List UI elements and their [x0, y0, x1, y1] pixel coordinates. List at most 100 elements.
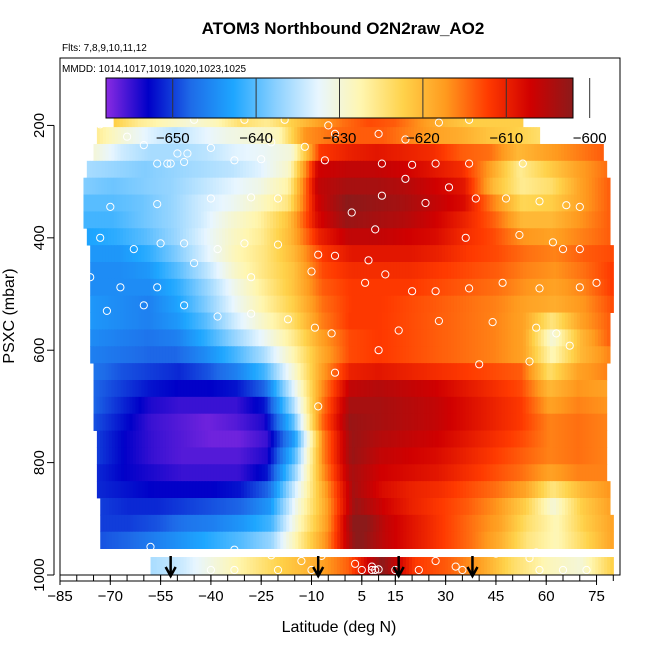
- heatmap-cell: [387, 295, 392, 313]
- heatmap-cell: [261, 329, 266, 347]
- heatmap-cell: [144, 346, 148, 364]
- heatmap-cell: [154, 498, 158, 516]
- heatmap-cell: [262, 531, 266, 549]
- heatmap-cell: [279, 430, 284, 448]
- heatmap-cell: [321, 363, 326, 381]
- heatmap-cell: [486, 346, 491, 364]
- heatmap-cell: [520, 245, 524, 263]
- heatmap-cell: [426, 194, 431, 212]
- heatmap-cell: [411, 464, 416, 482]
- heatmap-cell: [243, 143, 248, 162]
- heatmap-cell: [171, 557, 176, 576]
- heatmap-cell: [588, 346, 593, 364]
- heatmap-cell: [304, 498, 308, 516]
- heatmap-cell: [173, 177, 178, 195]
- heatmap-cell: [209, 177, 214, 195]
- heatmap-cell: [102, 396, 107, 415]
- heatmap-cell: [570, 363, 575, 381]
- heatmap-cell: [243, 481, 248, 499]
- heatmap-cell: [150, 245, 154, 263]
- heatmap-cell: [219, 143, 224, 162]
- heatmap-cell: [282, 481, 287, 499]
- heatmap-cell: [195, 127, 200, 145]
- heatmap-cell: [147, 363, 152, 381]
- heatmap-cell: [372, 228, 377, 246]
- heatmap-cell: [285, 481, 290, 499]
- heatmap-cell: [519, 363, 524, 381]
- heatmap-cell: [300, 363, 305, 381]
- heatmap-cell: [493, 295, 497, 313]
- heatmap-cell: [495, 464, 500, 482]
- heatmap-cell: [582, 211, 587, 229]
- heatmap-cell: [423, 557, 428, 576]
- heatmap-cell: [372, 481, 377, 499]
- heatmap-cell: [99, 312, 103, 330]
- heatmap-cell: [342, 312, 347, 330]
- heatmap-cell: [603, 312, 608, 330]
- heatmap-cell: [531, 481, 536, 499]
- heatmap-cell: [330, 447, 335, 465]
- chart-subtitle-flights: Flts: 7,8,9,10,11,12: [62, 43, 147, 54]
- heatmap-cell: [345, 278, 350, 297]
- heatmap-cell: [181, 498, 185, 516]
- heatmap-cell: [192, 329, 196, 347]
- heatmap-cell: [138, 396, 143, 415]
- heatmap-cell: [477, 430, 482, 448]
- heatmap-cell: [555, 228, 560, 246]
- heatmap-cell: [600, 396, 605, 415]
- heatmap-cell: [375, 346, 380, 364]
- heatmap-cell: [448, 557, 452, 576]
- heatmap-cell: [384, 211, 388, 229]
- heatmap-cell: [147, 413, 152, 431]
- heatmap-cell: [459, 413, 464, 431]
- heatmap-cell: [559, 261, 563, 280]
- heatmap-cell: [366, 194, 370, 212]
- heatmap-cell: [508, 261, 512, 280]
- heatmap-cell: [168, 127, 173, 145]
- heatmap-cell: [159, 363, 164, 381]
- heatmap-cell: [370, 514, 374, 533]
- heatmap-cell: [606, 211, 611, 229]
- heatmap-cell: [135, 127, 140, 145]
- heatmap-cell: [151, 498, 155, 516]
- heatmap-cell: [389, 127, 394, 145]
- heatmap-cell: [117, 261, 121, 280]
- heatmap-cell: [517, 261, 521, 280]
- heatmap-cell: [108, 143, 113, 162]
- heatmap-cell: [580, 514, 584, 533]
- colorbar-tick-label: −600: [573, 130, 607, 147]
- heatmap-cell: [276, 143, 281, 162]
- heatmap-cell: [525, 312, 530, 330]
- heatmap-cell: [468, 194, 473, 212]
- heatmap-cell: [192, 380, 197, 398]
- heatmap-cell: [100, 531, 104, 549]
- heatmap-cell: [351, 464, 356, 482]
- heatmap-cell: [522, 194, 527, 212]
- heatmap-cell: [495, 447, 500, 465]
- heatmap-cell: [513, 413, 518, 431]
- heatmap-cell: [411, 211, 415, 229]
- heatmap-cell: [513, 312, 518, 330]
- heatmap-cell: [222, 557, 227, 576]
- heatmap-cell: [423, 346, 428, 364]
- heatmap-cell: [501, 211, 506, 229]
- heatmap-cell: [171, 245, 175, 263]
- heatmap-cell: [140, 177, 145, 195]
- heatmap-cell: [282, 228, 286, 246]
- heatmap-cell: [187, 514, 191, 533]
- heatmap-cell: [369, 143, 373, 162]
- heatmap-cell: [158, 228, 163, 246]
- heatmap-cell: [591, 396, 596, 415]
- heatmap-cell: [189, 346, 193, 364]
- heatmap-cell: [582, 396, 587, 415]
- heatmap-cell: [144, 278, 148, 297]
- observation-circle: [297, 556, 306, 566]
- heatmap-cell: [586, 295, 590, 313]
- heatmap-cell: [387, 557, 392, 576]
- heatmap-cell: [325, 498, 329, 516]
- heatmap-cell: [396, 363, 401, 381]
- heatmap-cell: [124, 531, 128, 549]
- heatmap-cell: [330, 295, 335, 313]
- heatmap-cell: [351, 557, 356, 576]
- heatmap-cell: [309, 261, 314, 280]
